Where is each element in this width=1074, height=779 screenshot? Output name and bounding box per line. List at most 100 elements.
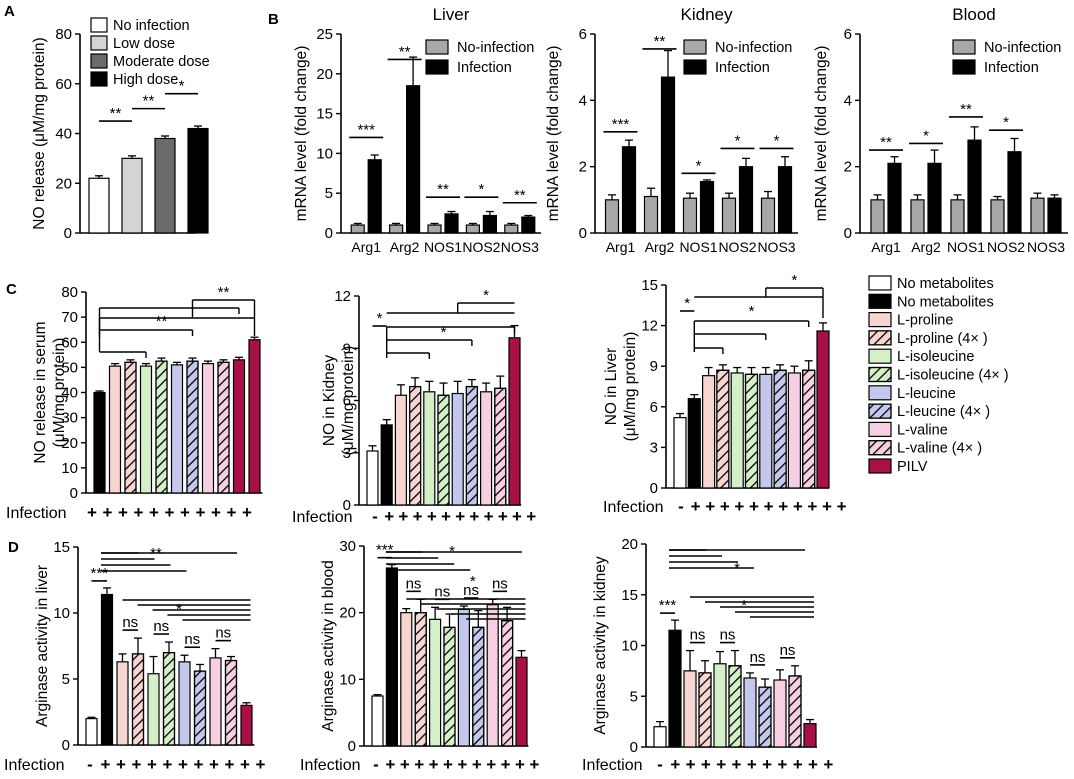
chart-b-liver-ytick-label-3: 15 — [316, 106, 333, 123]
chart-a-bar-1 — [121, 157, 143, 234]
chart-c-liver-sig-inner-label: * — [749, 303, 755, 320]
chart-d-kidney-infection-mark-5: + — [732, 755, 742, 774]
chart-b-kidney-xtick-label-4: NOS3 — [757, 239, 795, 255]
chart-b-kidney-ylabel: mRNA level (fold change) — [545, 46, 562, 222]
panel-label-b: B — [268, 11, 279, 28]
chart-d-liver-infection-mark-2: + — [116, 755, 126, 774]
chart-d-blood-bar-8 — [486, 604, 499, 747]
legend-c-label-0: No metabolites — [897, 276, 994, 292]
chart-a-legend-swatch-3 — [90, 71, 108, 87]
chart-a-legend-label-0: No infection — [113, 18, 190, 34]
chart-c-kidney-ytick-label-3: 9 — [343, 340, 351, 357]
chart-d-blood-infection-mark-2: + — [400, 755, 410, 774]
chart-d-blood-infection-label: Infection — [300, 757, 360, 774]
chart-c-liver-infection-mark-1: + — [691, 497, 701, 516]
chart-c-kidney-infection-mark-9: + — [498, 507, 508, 526]
chart-d-liver-infection-mark-7: + — [194, 755, 204, 774]
chart-d-liver-infection-mark-0: - — [87, 755, 93, 774]
chart-d-blood-ytick-label-3: 30 — [339, 538, 356, 555]
chart-c-kidney-bar-10 — [508, 337, 521, 506]
chart-b-liver-legend-swatch-0 — [425, 39, 449, 55]
chart-c-kidney-infection-mark-8: + — [484, 507, 494, 526]
chart-c-serum-infection-label: Infection — [6, 505, 66, 522]
chart-c-kidney-sig-inner-label: * — [441, 324, 447, 341]
legend-c-swatch-2 — [868, 312, 892, 328]
chart-b-blood-ytick-label-1: 2 — [844, 159, 852, 176]
chart-c-serum-bar-4-hatch — [155, 360, 168, 494]
chart-d-kidney-bar-0 — [653, 726, 667, 748]
chart-d-blood-infection-mark-1: + — [385, 755, 395, 774]
chart-d-blood-bar-9-hatch — [501, 620, 514, 747]
chart-c-serum-ytick-label-8: 80 — [61, 284, 78, 301]
chart-c-serum-sig-pilv-label: ** — [218, 284, 230, 301]
chart-d-blood-bar-1 — [385, 567, 398, 747]
chart-c-serum-infection-mark-10: + — [242, 503, 252, 522]
chart-c-serum-ytick-label-6: 60 — [61, 334, 78, 351]
legend-c-label-8: L-valine — [897, 422, 948, 438]
chart-a-legend-swatch-2 — [90, 53, 108, 69]
legend-c-label-7: L-leucine (4× ) — [897, 404, 990, 420]
chart-d-blood-bar-3-hatch — [414, 612, 427, 747]
chart-b-kidney-xtick-label-2: NOS1 — [679, 239, 717, 255]
chart-d-liver-ns-0-label: ns — [122, 614, 138, 631]
chart-b-kidney-ytick-label-1: 2 — [579, 159, 587, 176]
chart-b-kidney-sig-4-label: * — [774, 132, 780, 149]
chart-c-kidney-infection-mark-11: + — [526, 507, 536, 526]
chart-b-blood-xtick-label-0: Arg1 — [871, 239, 901, 255]
chart-c-liver-bar-3-hatch — [716, 369, 730, 489]
chart-c-serum-ylabel-1: (μM/mg protein) — [51, 338, 68, 448]
chart-b-liver-legend-label-1: Infection — [457, 60, 512, 76]
chart-d-kidney-infection-mark-2: + — [686, 755, 696, 774]
chart-d-kidney-infection-mark-0: - — [657, 755, 663, 774]
chart-d-liver-infection-mark-4: + — [147, 755, 157, 774]
chart-d-kidney-ytick-label-2: 10 — [621, 638, 638, 655]
chart-c-kidney-sig-pilv-label: * — [483, 287, 489, 304]
chart-d-kidney-bar-3-hatch — [698, 672, 712, 748]
chart-d-liver-infection-mark-6: + — [178, 755, 188, 774]
chart-a-ytick-label-0: 0 — [64, 225, 72, 242]
chart-b-kidney-bar-inf-3 — [738, 166, 754, 234]
chart-c-liver-ytick-label-1: 3 — [650, 439, 658, 456]
chart-b-liver-xtick-label-2: NOS1 — [424, 239, 462, 255]
chart-d-liver-infection-label: Infection — [4, 757, 64, 774]
chart-c-liver-sig-01-label: * — [684, 295, 690, 312]
chart-b-kidney-legend-swatch-0 — [683, 39, 707, 55]
chart-c-liver-bar-5-hatch — [744, 373, 759, 489]
chart-a-ytick-label-4: 80 — [55, 26, 72, 43]
chart-d-blood-ns-2-label: ns — [463, 582, 479, 599]
chart-d-blood-infection-mark-6: + — [457, 755, 467, 774]
chart-d-liver-ytick-label-2: 10 — [53, 605, 70, 622]
chart-b-liver-bar-noinf-3 — [465, 224, 480, 234]
chart-b-kidney-legend-label-0: No-infection — [715, 40, 792, 56]
chart-d-liver-infection-mark-11: + — [256, 755, 266, 774]
chart-b-liver-bar-noinf-1 — [389, 224, 404, 234]
chart-b-blood-xtick-label-3: NOS2 — [987, 239, 1025, 255]
chart-c-liver-infection-mark-4: + — [734, 497, 744, 516]
chart-c-kidney-ytick-label-4: 12 — [334, 288, 351, 305]
chart-d-kidney-infection-mark-7: + — [762, 755, 772, 774]
chart-c-liver-infection-mark-8: + — [793, 497, 803, 516]
chart-d-liver-bar-4 — [147, 673, 160, 746]
chart-c-liver-bar-7-hatch — [773, 369, 787, 489]
chart-b-liver-ytick-label-1: 5 — [325, 185, 333, 202]
chart-a-ytick-label-2: 40 — [55, 126, 72, 143]
chart-c-serum-bar-2-hatch — [124, 361, 137, 494]
chart-c-liver-infection-mark-7: + — [778, 497, 788, 516]
chart-c-kidney-infection-mark-1: + — [384, 507, 394, 526]
chart-d-blood-bar-0 — [371, 695, 384, 747]
chart-d-kidney-ytick-label-3: 15 — [621, 587, 638, 604]
legend-c-swatch-0 — [868, 275, 892, 291]
chart-c-serum-infection-mark-2: + — [118, 503, 128, 522]
chart-b-blood-legend-label-0: No-infection — [984, 40, 1061, 56]
chart-a-legend-swatch-0 — [90, 17, 108, 33]
chart-c-serum-infection-mark-8: + — [211, 503, 221, 522]
chart-c-kidney-infection-mark-10: + — [512, 507, 522, 526]
chart-b-kidney-bar-inf-2 — [699, 180, 715, 234]
chart-d-kidney-bar-8 — [773, 679, 787, 748]
chart-b-kidney-bar-inf-0 — [621, 146, 637, 234]
legend-c-swatch-hatch-7 — [868, 403, 892, 419]
chart-d-kidney-infection-mark-8: + — [777, 755, 787, 774]
chart-d-liver-bar-10 — [240, 704, 253, 746]
chart-b-liver-xtick-label-4: NOS3 — [501, 239, 539, 255]
chart-a-legend-label-2: Moderate dose — [113, 54, 210, 70]
